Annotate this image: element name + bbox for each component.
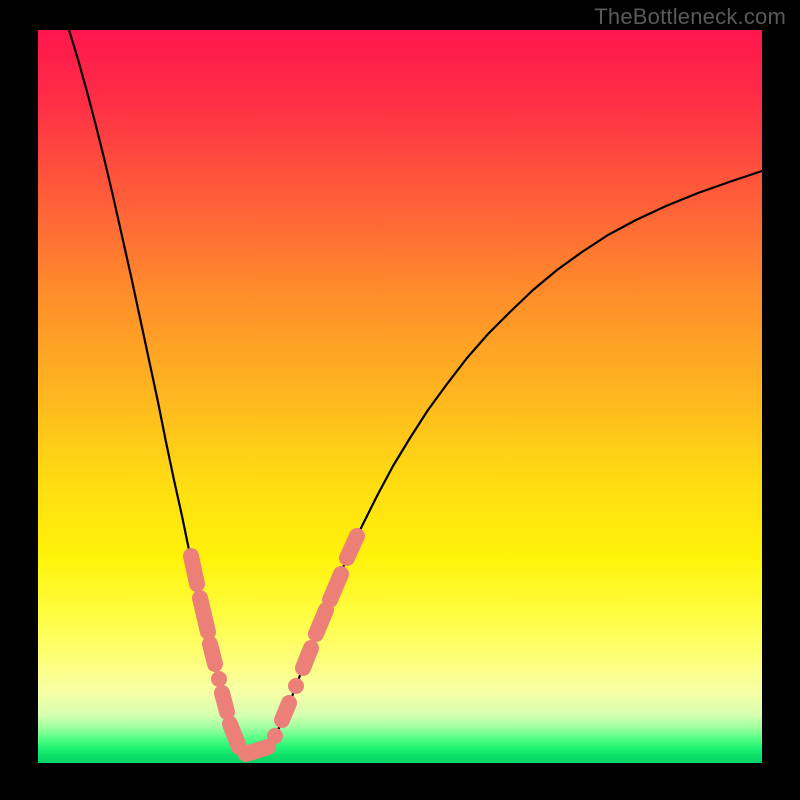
chart-frame: TheBottleneck.com <box>0 0 800 800</box>
plot-background <box>38 30 762 763</box>
data-point-cluster <box>200 598 208 632</box>
data-point-cluster <box>330 574 341 600</box>
data-point <box>267 728 283 744</box>
data-point-cluster <box>210 644 215 664</box>
data-point <box>211 671 227 687</box>
data-point-cluster <box>347 536 357 558</box>
data-point-cluster <box>316 610 326 634</box>
data-point-cluster <box>230 724 239 747</box>
data-point-cluster <box>191 556 197 584</box>
data-point-cluster <box>246 747 268 754</box>
data-point-cluster <box>303 648 311 668</box>
bottleneck-chart <box>0 0 800 800</box>
data-point <box>288 678 304 694</box>
data-point-cluster <box>282 703 289 720</box>
data-point-cluster <box>222 693 227 712</box>
